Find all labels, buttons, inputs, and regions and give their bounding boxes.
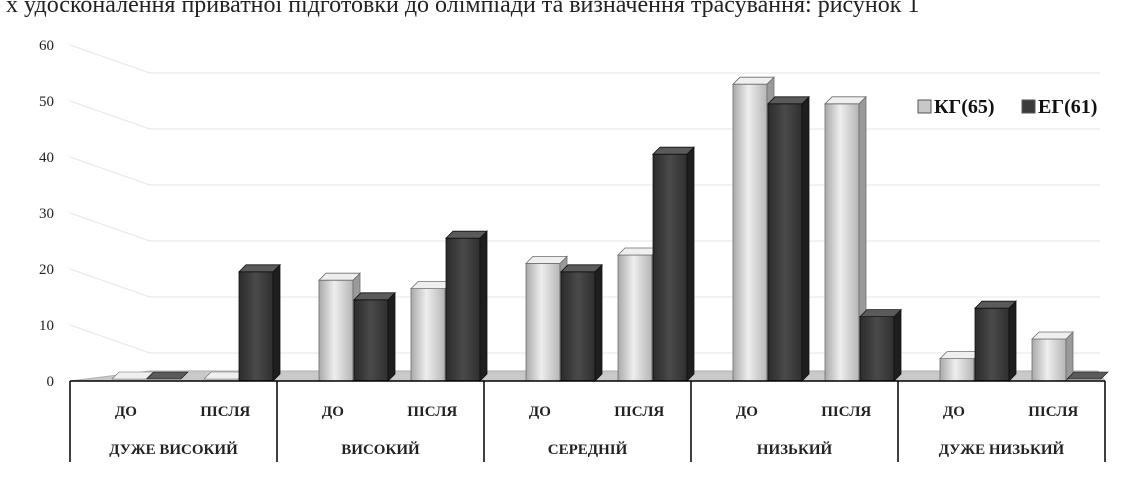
legend: КГ(65) ЕГ(61) [917,96,1097,118]
x-group-label: ДУЖЕ НИЗЬКИЙ [939,441,1065,458]
bar-side [1008,300,1017,382]
bar [859,308,902,382]
x-subcategory-label: ДО [736,404,758,420]
bar-side [594,263,603,382]
bar-front [445,237,481,382]
y-tick-label: 60 [39,38,54,54]
gridline [69,44,1100,74]
bar-top [318,272,361,281]
legend-swatch [1021,99,1036,114]
bar-front [353,299,389,382]
x-subcategory-label: ДО [529,404,551,420]
x-group-label: НИЗЬКИЙ [757,441,833,458]
bar-front [767,103,803,382]
y-tick-label: 10 [39,318,54,334]
bar [445,230,488,382]
bar-top [525,255,568,264]
bar-front [974,307,1010,382]
bar-top [859,309,902,318]
y-tick-label: 20 [39,262,54,278]
bar [652,146,695,382]
bar-front [410,288,446,382]
bar-front [525,262,561,382]
bar [824,95,867,382]
bar-top [732,76,775,85]
x-subcategory-label: ДО [943,404,965,420]
x-subcategory-label: ПІСЛЯ [821,404,871,420]
bar [1066,371,1109,380]
bar-front [824,103,860,382]
gridline [69,156,1100,186]
bar-side [272,263,281,382]
bar [974,300,1017,382]
bar [111,371,154,380]
legend-label: ЕГ(61) [1038,96,1097,118]
y-tick-label: 0 [47,374,55,390]
bar-top [767,96,810,105]
bar [353,291,396,382]
bar-top [445,230,488,239]
bar-top [824,96,867,105]
x-subcategory-label: ДО [322,404,344,420]
bar-flat-top [146,371,189,380]
legend-label: КГ(65) [934,96,995,118]
bar-side [893,308,902,382]
bar-top [238,264,281,273]
bars [111,76,1109,382]
bar-top [560,264,603,273]
x-subcategory-label: ПІСЛЯ [1028,404,1078,420]
bar-front [859,316,895,382]
bar-top [974,300,1017,309]
x-subcategory-label: ПІСЛЯ [407,404,457,420]
bar-flat-top [1066,371,1109,380]
y-tick-label: 40 [39,150,54,166]
bar-top [353,292,396,301]
bar-side [686,146,695,382]
bar-front [238,271,274,382]
x-subcategory-label: ПІСЛЯ [200,404,250,420]
x-group-label: ВИСОКИЙ [341,441,420,458]
bar [767,95,810,382]
bar-top [1031,331,1074,340]
gridline [69,212,1100,242]
bar-front [617,254,653,382]
bar [560,263,603,382]
bar-side [801,95,810,382]
bar-front [318,279,354,382]
bar-front [652,153,688,382]
bar-front [732,83,768,382]
bar [146,371,189,380]
x-subcategory-label: ДО [115,404,137,420]
bar-front [1031,338,1067,382]
bar-flat-top [111,371,154,380]
y-tick-label: 50 [39,94,54,110]
x-group-label: ДУЖЕ ВИСОКИЙ [109,441,238,458]
x-subcategory-label: ПІСЛЯ [614,404,664,420]
legend-swatch [917,99,932,114]
bar [1031,331,1074,382]
bar [238,263,281,382]
bar-side [387,291,396,382]
bar-side [479,230,488,382]
axes: 0 10 20 30 40 50 60 ДО ПІСЛЯ ДУЖЕ ВИСОКИЙ ДО ПІСЛЯ В… [39,38,1106,462]
bar-front [939,358,975,382]
x-group-label: СЕРЕДНІЙ [548,441,628,458]
y-tick-label: 30 [39,206,54,222]
cut-off-caption: х удосконалення приватної підготовки до … [6,0,919,18]
bar-front [560,271,596,382]
bar-top [652,146,695,155]
